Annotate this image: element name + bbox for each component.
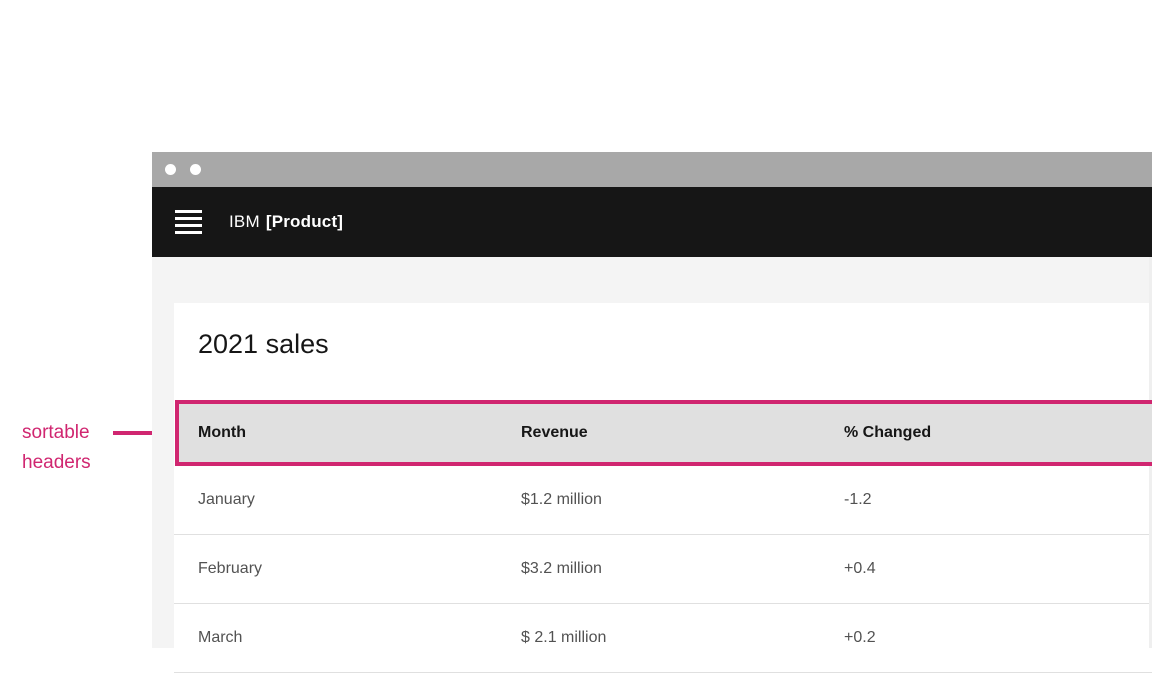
- table-row: March $ 2.1 million +0.2: [174, 604, 1152, 673]
- table-cell-month: February: [198, 560, 263, 577]
- hamburger-menu-icon: [175, 231, 202, 234]
- data-table-card: 2021 sales Month Revenue % Changed Janua…: [174, 303, 1152, 673]
- table-body: January $1.2 million -1.2 February $3.2 …: [174, 466, 1152, 673]
- table-header-row: Month Revenue % Changed: [175, 400, 1152, 466]
- brand-product: [Product]: [265, 212, 344, 231]
- table-cell-percent: +0.2: [844, 629, 876, 646]
- app-header-bar: IBM [Product]: [152, 187, 1152, 257]
- hamburger-menu-icon: [175, 210, 202, 213]
- column-header-percent-changed[interactable]: % Changed: [844, 424, 1152, 442]
- table-cell-percent: -1.2: [844, 491, 872, 508]
- table-cell-month: March: [198, 629, 243, 646]
- table-cell-revenue: $ 2.1 million: [521, 629, 607, 646]
- page-background: 2021 sales Month Revenue % Changed Janua…: [152, 257, 1152, 673]
- brand-prefix: IBM: [229, 212, 260, 231]
- menu-button[interactable]: [175, 210, 202, 234]
- window-control-dot[interactable]: [190, 164, 201, 175]
- column-header-month[interactable]: Month: [179, 424, 521, 442]
- table-cell-revenue: $3.2 million: [521, 560, 602, 577]
- table-row: January $1.2 million -1.2: [174, 466, 1152, 535]
- column-header-revenue[interactable]: Revenue: [521, 424, 844, 442]
- browser-titlebar: [152, 152, 1152, 187]
- hamburger-menu-icon: [175, 217, 202, 220]
- app-brand: IBM [Product]: [229, 212, 343, 232]
- annotation-sortable-headers-label: sortable headers: [22, 422, 91, 473]
- hamburger-menu-icon: [175, 224, 202, 227]
- annotation-connector-line: [113, 431, 179, 435]
- table-cell-percent: +0.4: [844, 560, 876, 577]
- table-cell-month: January: [198, 491, 255, 508]
- page-title: 2021 sales: [198, 329, 329, 359]
- browser-window: IBM [Product] 2021 sales Month Revenue % …: [152, 152, 1152, 673]
- window-control-dot[interactable]: [165, 164, 176, 175]
- table-cell-revenue: $1.2 million: [521, 491, 602, 508]
- table-row: February $3.2 million +0.4: [174, 535, 1152, 604]
